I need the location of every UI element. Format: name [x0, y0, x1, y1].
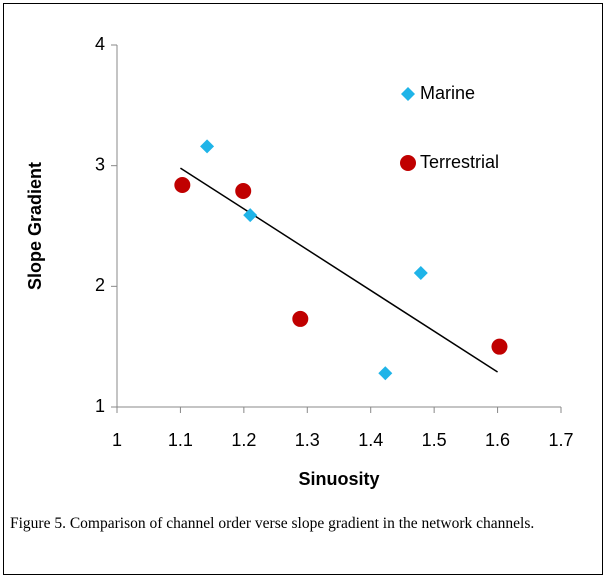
x-tick-label: 1.1	[168, 430, 193, 450]
trendline	[180, 167, 498, 373]
caption: Figure 5. Comparison of channel order ve…	[10, 515, 535, 532]
x-tick-label: 1.4	[358, 430, 383, 450]
point	[200, 139, 215, 154]
chart: Sinuosity Slope Gradient 1 2 3 4 1 1.1 1.2 1.3 1…	[25, 34, 574, 489]
x-tick-label: 1	[112, 430, 122, 450]
y-tick-label: 2	[95, 275, 105, 295]
x-tick-label: 1.5	[422, 430, 447, 450]
x-tick-label: 1.2	[231, 430, 256, 450]
y-axis-label: Slope Gradient	[25, 162, 45, 290]
point	[243, 208, 258, 223]
point	[292, 310, 309, 327]
y-tick-label: 3	[95, 154, 105, 174]
frame	[3, 3, 603, 575]
y-tick-label: 4	[95, 34, 105, 54]
y-tick-label: 1	[95, 396, 105, 416]
point	[413, 266, 428, 281]
point	[491, 338, 508, 355]
point	[235, 183, 252, 200]
x-tick-label: 1.3	[295, 430, 320, 450]
legend-marker	[401, 87, 415, 101]
point	[174, 176, 191, 193]
legend-marker	[400, 155, 416, 171]
x-tick-label: 1.7	[548, 430, 573, 450]
legend-label: Terrestrial	[420, 152, 499, 172]
legend-label: Marine	[420, 83, 475, 103]
x-tick-label: 1.6	[485, 430, 510, 450]
point	[378, 366, 393, 381]
x-axis-label: Sinuosity	[298, 469, 379, 489]
